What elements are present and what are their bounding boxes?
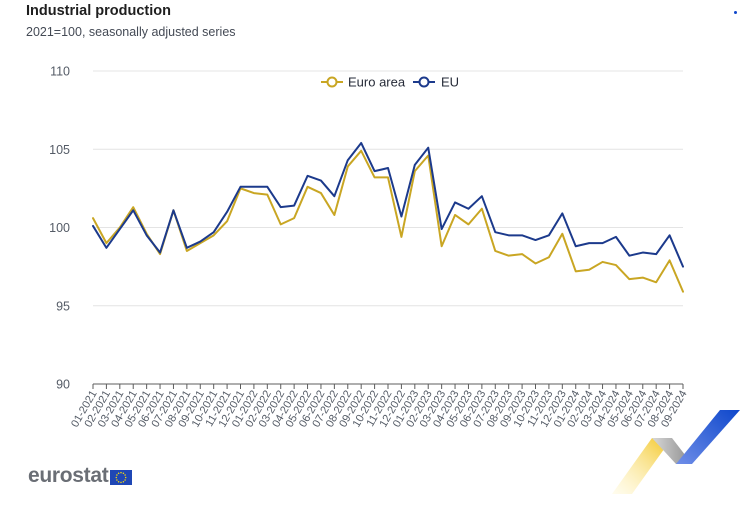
- legend-label-euro-area: Euro area: [348, 75, 406, 90]
- brand-decoration-graphic: [612, 410, 740, 494]
- x-axis: 01-202102-202103-202104-202105-202106-20…: [69, 383, 690, 429]
- eurostat-logo: eurostat: [28, 464, 133, 488]
- y-axis: 90 95 100 105 110: [49, 65, 70, 392]
- legend: Euro area EU: [321, 75, 459, 90]
- chart-subtitle: 2021=100, seasonally adjusted series: [26, 25, 236, 39]
- y-tick-label: 90: [56, 378, 70, 392]
- y-tick-label: 105: [49, 143, 70, 157]
- legend-label-eu: EU: [441, 75, 459, 90]
- series-line-eu: [92, 141, 684, 268]
- chart-title: Industrial production: [26, 3, 171, 19]
- series-lines: [92, 141, 684, 293]
- y-tick-label: 110: [50, 65, 70, 79]
- legend-marker-euro-area: [326, 76, 338, 88]
- logo-text: eurostat: [28, 464, 109, 487]
- eu-flag-icon: [110, 469, 133, 485]
- series-line-euro-area: [92, 149, 684, 293]
- y-tick-label: 100: [49, 221, 70, 235]
- y-tick-label: 95: [56, 299, 70, 313]
- chart-menu-dot-icon[interactable]: [734, 11, 737, 14]
- grid-lines: [93, 70, 683, 307]
- legend-marker-eu: [418, 76, 430, 88]
